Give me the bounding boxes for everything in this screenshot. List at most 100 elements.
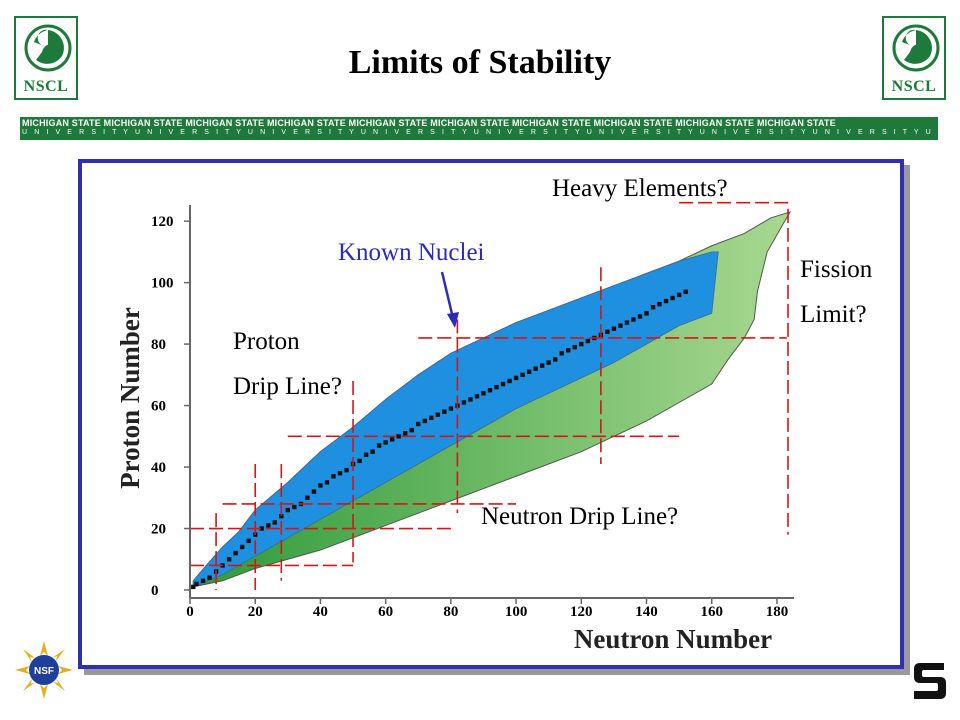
x-tick-label: 140 [635, 604, 658, 620]
stable-nucleus-mark [357, 458, 362, 464]
stable-nucleus-mark [337, 470, 343, 476]
x-tick-label: 120 [570, 604, 593, 620]
stable-nucleus-mark [226, 557, 232, 562]
stable-nucleus-mark [200, 578, 206, 583]
stable-nucleus-mark [566, 348, 571, 353]
annotation-proton2: Drip Line? [233, 373, 342, 400]
stable-nucleus-mark [533, 366, 538, 371]
stable-nucleus-mark [194, 581, 199, 587]
stable-nucleus-mark [266, 523, 271, 528]
nscl-logo-left: NSCL [14, 16, 78, 100]
stable-nucleus-mark [272, 520, 277, 525]
known-nuclei-arrowhead [447, 312, 459, 328]
stable-nucleus-mark [585, 338, 591, 344]
msu-banner: MICHIGAN STATE MICHIGAN STATE MICHIGAN S… [20, 117, 938, 140]
stable-nucleus-mark [318, 483, 323, 488]
y-tick-label: 120 [151, 214, 174, 230]
annotation-fission1: Fission [800, 256, 873, 283]
annotation-heavy: Heavy Elements? [552, 175, 728, 202]
stable-nucleus-mark [494, 384, 499, 390]
stable-nucleus-mark [376, 443, 382, 448]
stable-nucleus-mark [233, 550, 238, 556]
stable-nucleus-mark [448, 406, 454, 411]
msu-s-logo [910, 657, 950, 705]
stable-nucleus-mark [650, 305, 656, 310]
annotation-neutron: Neutron Drip Line? [481, 503, 678, 530]
stable-nucleus-mark [383, 440, 388, 445]
stable-nucleus-mark [207, 575, 212, 580]
stable-nucleus-mark [239, 544, 245, 550]
y-tick-label: 100 [151, 276, 174, 292]
annotation-known: Known Nuclei [338, 239, 485, 266]
stable-nucleus-mark [370, 449, 375, 454]
known-nuclei-arrow [440, 271, 455, 319]
stable-nucleus-mark [618, 323, 623, 328]
stable-nucleus-mark [657, 301, 662, 307]
stable-nucleus-mark [644, 311, 649, 316]
y-tick-label: 80 [151, 337, 166, 353]
x-tick-label: 80 [443, 604, 458, 620]
stable-nucleus-mark [363, 452, 369, 457]
stable-nucleus-mark [546, 360, 551, 365]
stable-nucleus-mark [416, 421, 421, 427]
nscl-logo-label: NSCL [23, 78, 69, 95]
stable-nucleus-mark [500, 381, 506, 387]
stable-nucleus-mark [559, 351, 564, 356]
msu-s-icon [914, 663, 946, 699]
y-tick-label: 40 [151, 460, 166, 476]
stable-nucleus-mark [605, 329, 610, 335]
x-tick-label: 100 [505, 604, 528, 620]
msu-banner-line1: MICHIGAN STATE MICHIGAN STATE MICHIGAN S… [22, 118, 836, 128]
stable-nucleus-mark [435, 412, 441, 417]
stable-nucleus-mark [624, 320, 630, 325]
stable-nucleus-mark [344, 467, 349, 473]
stable-nucleus-mark [442, 409, 447, 414]
x-tick-label: 180 [766, 604, 789, 620]
stable-nucleus-mark [481, 391, 486, 396]
stable-nucleus-mark [285, 507, 291, 513]
stable-nucleus-mark [663, 298, 669, 304]
stable-nucleus-mark [292, 504, 297, 510]
svg-text:NSF: NSF [34, 666, 54, 677]
nscl-logo-label: NSCL [891, 78, 937, 95]
stable-nucleus-mark [311, 489, 317, 494]
stable-nucleus-mark [468, 397, 473, 402]
nscl-swirl-icon [24, 24, 72, 72]
stable-nucleus-mark [513, 375, 519, 381]
x-tick-label: 40 [313, 604, 328, 620]
x-tick-label: 60 [378, 604, 393, 620]
stable-nucleus-mark [474, 394, 480, 399]
nsf-logo-icon: NSF [15, 641, 73, 699]
stable-nucleus-mark [396, 434, 401, 439]
stable-nucleus-mark [539, 363, 545, 368]
stable-nucleus-mark [611, 326, 617, 331]
stable-nucleus-mark [259, 526, 264, 531]
nscl-swirl-icon [892, 24, 940, 72]
stable-nucleus-mark [324, 480, 330, 485]
slide-title: Limits of Stability [348, 44, 612, 81]
stable-nucleus-mark [507, 378, 512, 384]
stable-nucleus-mark [409, 427, 414, 433]
stable-nucleus-mark [403, 431, 408, 436]
stable-nucleus-mark [553, 357, 558, 362]
stable-nucleus-mark [637, 314, 643, 319]
stable-nucleus-mark [461, 400, 467, 405]
stable-nucleus-mark [246, 538, 251, 544]
stable-nucleus-mark [520, 372, 525, 378]
stable-nucleus-mark [631, 317, 636, 322]
x-tick-label: 20 [248, 604, 263, 620]
y-axis-label: Proton Number [115, 307, 145, 489]
annotation-fission2: Limit? [800, 301, 867, 328]
stable-nucleus-mark [579, 341, 584, 347]
stable-nucleus-mark [526, 369, 532, 374]
stable-nucleus-mark [389, 437, 395, 442]
x-tick-label: 0 [186, 604, 194, 620]
stable-nucleus-mark [676, 292, 682, 298]
stable-nucleus-mark [331, 474, 336, 479]
x-tick-label: 160 [700, 604, 723, 620]
stable-nucleus-mark [191, 584, 196, 590]
stable-nucleus-mark [305, 495, 310, 500]
stable-nucleus-mark [572, 344, 577, 350]
msu-banner-line2: U N I V E R S I T Y U N I V E R S I T Y … [22, 129, 938, 136]
